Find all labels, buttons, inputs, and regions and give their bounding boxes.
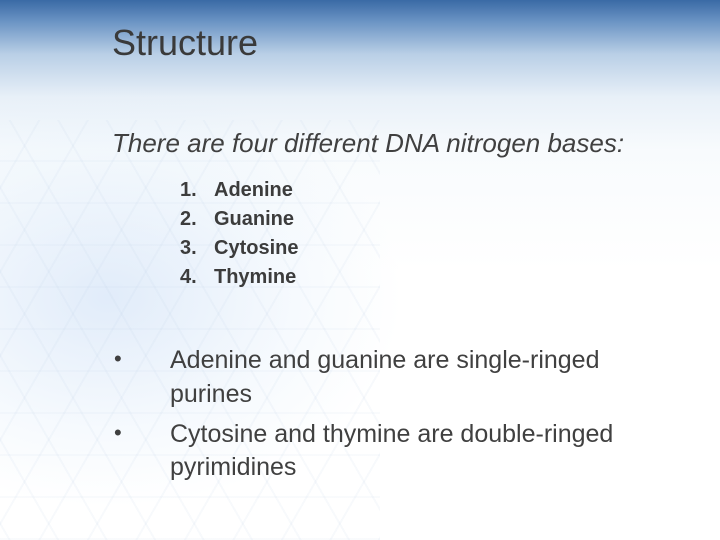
slide-title: Structure [112, 22, 258, 64]
slide: Structure There are four different DNA n… [0, 0, 720, 540]
bullet-marker: • [110, 344, 170, 374]
list-label: Thymine [214, 263, 296, 292]
list-item: 1. Adenine [180, 176, 298, 205]
bullet-text: Adenine and guanine are single-ringed pu… [170, 344, 650, 412]
intro-text: There are four different DNA nitrogen ba… [112, 128, 624, 159]
bullet-item: • Cytosine and thymine are double-ringed… [110, 418, 650, 486]
list-number: 4. [180, 263, 214, 292]
numbered-list: 1. Adenine 2. Guanine 3. Cytosine 4. Thy… [180, 176, 298, 292]
bullet-item: • Adenine and guanine are single-ringed … [110, 344, 650, 412]
list-number: 3. [180, 234, 214, 263]
list-number: 1. [180, 176, 214, 205]
list-label: Adenine [214, 176, 293, 205]
list-number: 2. [180, 205, 214, 234]
list-item: 4. Thymine [180, 263, 298, 292]
list-label: Cytosine [214, 234, 298, 263]
list-item: 3. Cytosine [180, 234, 298, 263]
bullet-list: • Adenine and guanine are single-ringed … [110, 344, 650, 491]
bullet-text: Cytosine and thymine are double-ringed p… [170, 418, 650, 486]
bullet-marker: • [110, 418, 170, 448]
list-item: 2. Guanine [180, 205, 298, 234]
list-label: Guanine [214, 205, 294, 234]
